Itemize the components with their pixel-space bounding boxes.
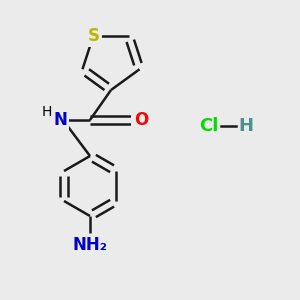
Text: NH₂: NH₂ <box>73 236 107 253</box>
Text: H: H <box>238 117 253 135</box>
Text: Cl: Cl <box>200 117 219 135</box>
Text: N: N <box>53 111 67 129</box>
Text: H: H <box>41 106 52 119</box>
Text: S: S <box>87 27 99 45</box>
Text: O: O <box>134 111 148 129</box>
